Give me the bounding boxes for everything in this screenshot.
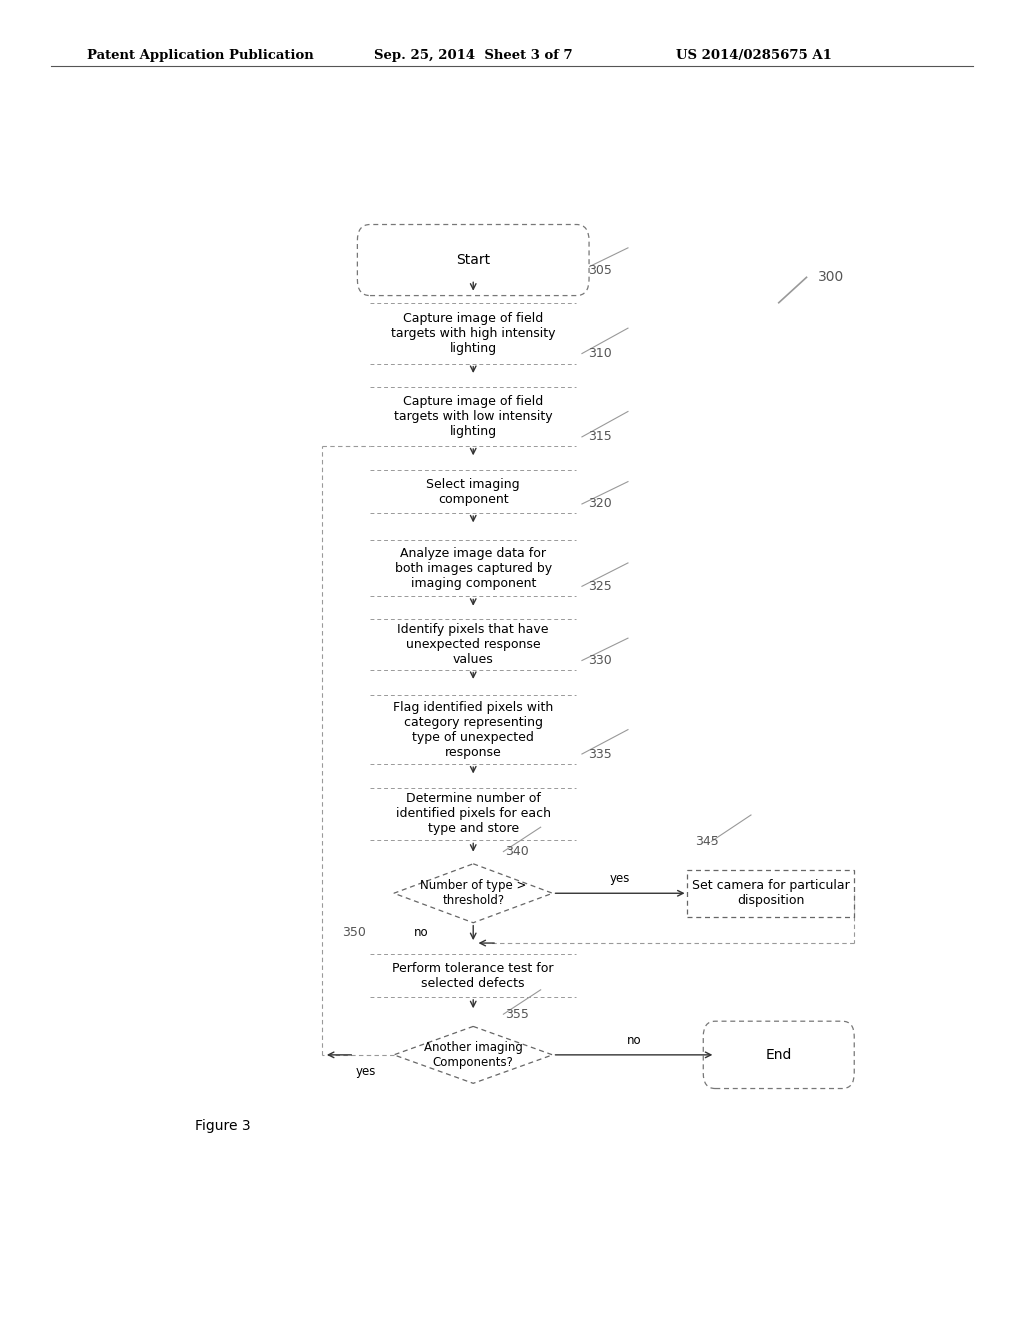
Text: 350: 350 [342, 927, 367, 940]
FancyBboxPatch shape [357, 224, 589, 296]
Text: 345: 345 [695, 836, 719, 847]
Text: Capture image of field
targets with low intensity
lighting: Capture image of field targets with low … [394, 395, 553, 438]
Text: 340: 340 [505, 845, 528, 858]
Text: yes: yes [356, 1065, 376, 1078]
Text: Identify pixels that have
unexpected response
values: Identify pixels that have unexpected res… [397, 623, 549, 665]
Text: 320: 320 [588, 498, 612, 511]
Text: Perform tolerance test for
selected defects: Perform tolerance test for selected defe… [392, 961, 554, 990]
Text: Capture image of field
targets with high intensity
lighting: Capture image of field targets with high… [391, 312, 555, 355]
Text: no: no [627, 1034, 641, 1047]
Text: Start: Start [456, 253, 490, 267]
Text: Sep. 25, 2014  Sheet 3 of 7: Sep. 25, 2014 Sheet 3 of 7 [374, 49, 572, 62]
Text: Analyze image data for
both images captured by
imaging component: Analyze image data for both images captu… [394, 546, 552, 590]
FancyBboxPatch shape [703, 1022, 854, 1089]
Text: Patent Application Publication: Patent Application Publication [87, 49, 313, 62]
Text: no: no [415, 927, 429, 940]
Text: 315: 315 [588, 430, 612, 444]
Polygon shape [394, 863, 553, 923]
FancyBboxPatch shape [687, 870, 854, 916]
Text: Another imaging
Components?: Another imaging Components? [424, 1041, 522, 1069]
Text: Flag identified pixels with
category representing
type of unexpected
response: Flag identified pixels with category rep… [393, 701, 553, 759]
Text: 305: 305 [588, 264, 612, 277]
Text: Determine number of
identified pixels for each
type and store: Determine number of identified pixels fo… [395, 792, 551, 836]
Text: yes: yes [610, 873, 630, 886]
Text: 330: 330 [588, 653, 612, 667]
Text: 335: 335 [588, 747, 612, 760]
Text: 310: 310 [588, 347, 612, 360]
Text: Select imaging
component: Select imaging component [426, 478, 520, 506]
Text: Set camera for particular
disposition: Set camera for particular disposition [692, 879, 850, 907]
Polygon shape [394, 1027, 553, 1084]
Text: 300: 300 [818, 271, 845, 284]
Text: Number of type >
threshold?: Number of type > threshold? [420, 879, 526, 907]
Text: End: End [766, 1048, 792, 1061]
Text: 325: 325 [588, 579, 612, 593]
Text: Figure 3: Figure 3 [196, 1119, 251, 1133]
Text: US 2014/0285675 A1: US 2014/0285675 A1 [676, 49, 831, 62]
Text: 355: 355 [505, 1007, 528, 1020]
